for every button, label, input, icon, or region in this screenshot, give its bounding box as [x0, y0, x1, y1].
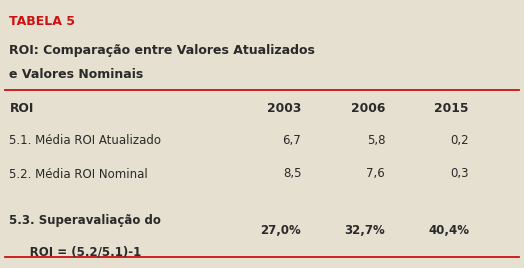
Text: 0,2: 0,2: [450, 134, 469, 147]
Text: 5.1. Média ROI Atualizado: 5.1. Média ROI Atualizado: [9, 134, 161, 147]
Text: 2006: 2006: [351, 102, 385, 115]
Text: 5.2. Média ROI Nominal: 5.2. Média ROI Nominal: [9, 168, 148, 181]
Text: ROI: ROI: [9, 102, 34, 115]
Text: 5.3. Superavaliação do: 5.3. Superavaliação do: [9, 214, 161, 228]
Text: 32,7%: 32,7%: [344, 224, 385, 237]
Text: e Valores Nominais: e Valores Nominais: [9, 68, 144, 81]
Text: 0,3: 0,3: [451, 168, 469, 181]
Text: 8,5: 8,5: [283, 168, 301, 181]
Text: 6,7: 6,7: [282, 134, 301, 147]
Text: 2015: 2015: [434, 102, 469, 115]
Text: 27,0%: 27,0%: [260, 224, 301, 237]
Text: ROI: Comparação entre Valores Atualizados: ROI: Comparação entre Valores Atualizado…: [9, 44, 315, 57]
Text: 40,4%: 40,4%: [428, 224, 469, 237]
Text: 2003: 2003: [267, 102, 301, 115]
Text: TABELA 5: TABELA 5: [9, 15, 75, 28]
Text: 5,8: 5,8: [367, 134, 385, 147]
Text: ROI = (5.2/5.1)-1: ROI = (5.2/5.1)-1: [9, 245, 141, 258]
Text: 7,6: 7,6: [366, 168, 385, 181]
